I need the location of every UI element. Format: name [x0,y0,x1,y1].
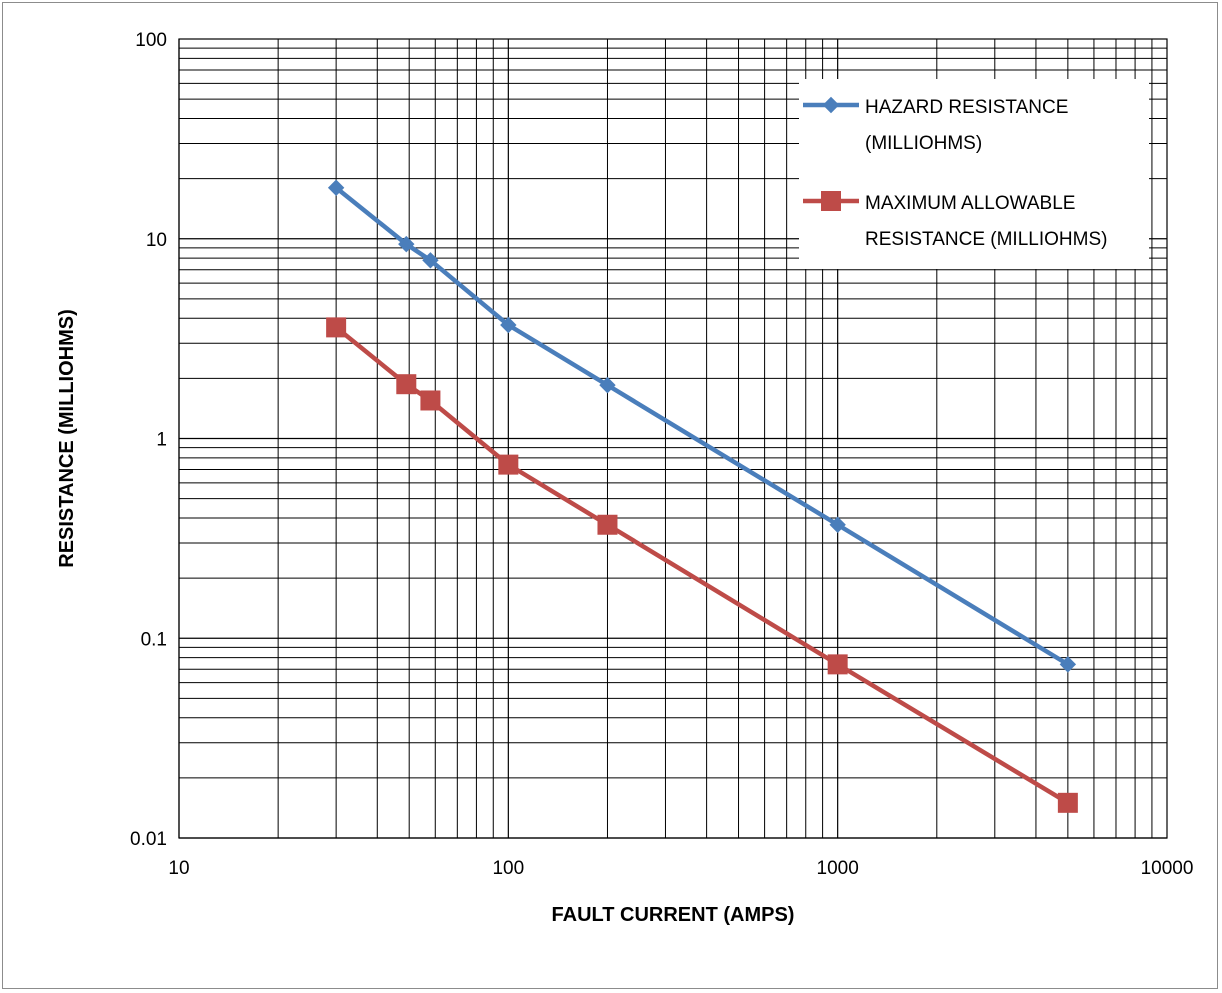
axis-tick-labels: 10 100 1000 10000 100 10 1 0.1 0.01 [130,30,1193,879]
legend-label: RESISTANCE (MILLIOHMS) [865,229,1107,250]
legend-swatch-marker [822,96,840,114]
y-tick-label: 10 [146,230,167,251]
data-point [599,376,616,394]
chart: 10 100 1000 10000 100 10 1 0.1 0.01 HAZARD RESIS… [56,30,1193,926]
legend-label: HAZARD RESISTANCE [865,97,1068,118]
x-tick-label: 1000 [817,858,859,879]
data-point [398,235,415,253]
y-tick-label: 100 [135,30,167,51]
data-point [827,654,848,675]
x-tick-label: 10 [168,858,189,879]
series-1 [327,179,1077,673]
data-point [420,390,441,411]
x-tick-label: 100 [492,858,524,879]
series-2 [326,317,1078,813]
legend-swatch-marker [821,191,841,211]
series-layer [326,179,1078,813]
y-axis-title: RESISTANCE (MILLIOHMS) [56,309,78,568]
legend-box [799,79,1149,269]
legend-label: MAXIMUM ALLOWABLE [865,193,1075,214]
plot-border [178,38,1168,839]
data-point [326,317,347,338]
data-point [829,516,846,533]
legend-label: (MILLIOHMS) [865,133,982,154]
y-tick-label: 0.01 [130,829,167,850]
series-line [334,325,1070,805]
data-point [396,374,417,395]
legend: HAZARD RESISTANCE (MILLIOHMS) MAXIMUM ALLO… [799,79,1149,269]
x-axis-title: FAULT CURRENT (AMPS) [552,904,795,926]
data-point [327,179,345,196]
x-tick-label: 10000 [1141,858,1194,879]
data-point [1059,656,1077,673]
y-tick-label: 0.1 [141,629,167,650]
data-point [597,514,618,535]
data-point [422,252,439,269]
data-point [500,316,517,334]
grid [178,38,1168,839]
data-point [1057,792,1078,813]
data-point [498,454,519,475]
y-tick-label: 1 [156,430,167,451]
